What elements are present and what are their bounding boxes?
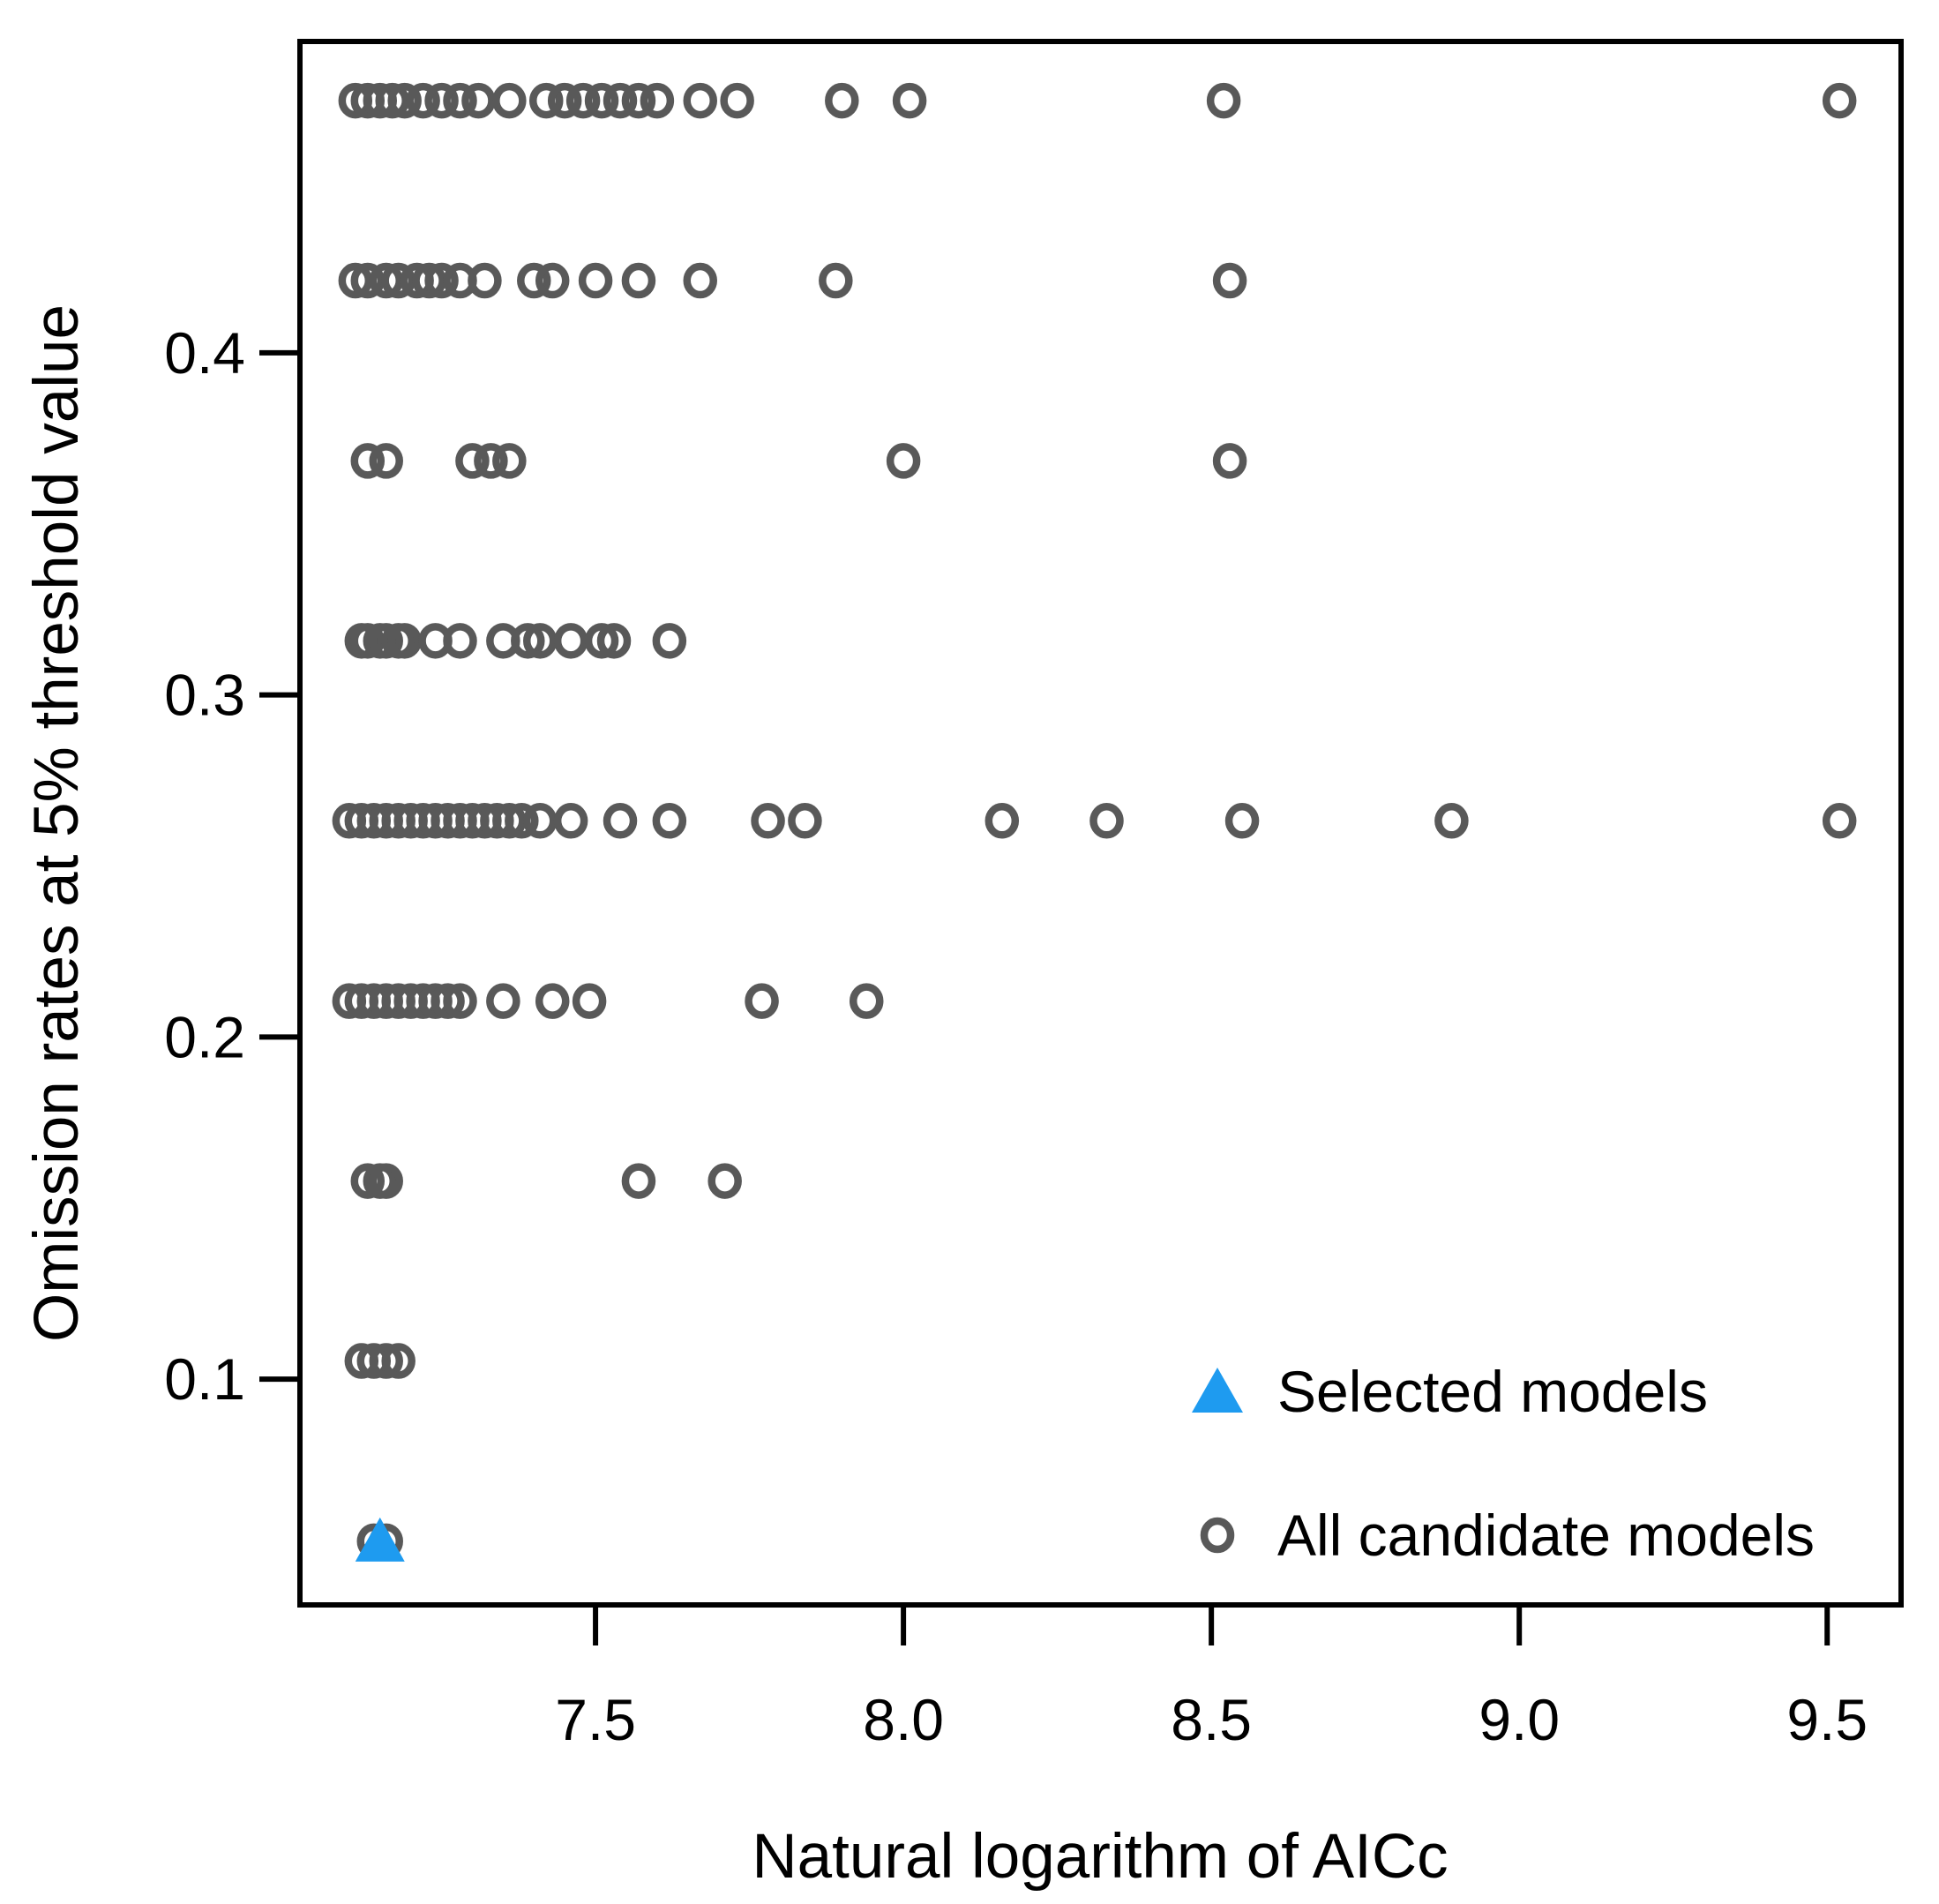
- selected-model-point: [355, 1517, 405, 1562]
- candidate-model-point: [572, 983, 607, 1019]
- x-tick-label: 8.5: [1171, 1687, 1252, 1752]
- x-axis-title: Natural logarithm of AICc: [752, 1822, 1448, 1892]
- candidate-model-point: [350, 623, 386, 659]
- candidate-model-point: [523, 803, 558, 839]
- candidate-model-point: [596, 623, 632, 659]
- candidate-model-point: [492, 443, 527, 479]
- candidate-model-point: [603, 803, 638, 839]
- candidate-model-point: [430, 983, 465, 1019]
- plot-border: [297, 39, 1904, 1608]
- candidate-model-point: [369, 623, 403, 659]
- legend-label-selected-models: Selected models: [1277, 1359, 1708, 1424]
- candidate-model-point: [468, 262, 502, 299]
- candidate-model-point: [683, 262, 717, 299]
- candidate-model-point: [1206, 82, 1241, 119]
- candidate-model-point: [369, 262, 403, 299]
- y-tick-label: 0.3: [164, 663, 245, 728]
- candidate-model-point: [369, 443, 403, 479]
- candidate-model-point: [819, 262, 853, 299]
- x-tick-label: 9.5: [1786, 1687, 1868, 1752]
- candidate-model-point: [406, 82, 440, 119]
- candidate-model-point: [578, 262, 613, 299]
- candidate-model-point: [535, 983, 570, 1019]
- candidate-model-point: [892, 82, 927, 119]
- x-tick-label: 7.5: [555, 1687, 636, 1752]
- candidate-model-point: [387, 82, 422, 119]
- candidate-model-point: [350, 443, 386, 479]
- candidate-model-point: [1089, 803, 1124, 839]
- y-tick-label: 0.2: [164, 1004, 245, 1069]
- candidate-model-point: [640, 82, 675, 119]
- candidate-model-point: [517, 262, 551, 299]
- candidate-model-point: [523, 623, 558, 659]
- legend-label-all-candidate-models: All candidate models: [1277, 1503, 1815, 1568]
- plot-layer: 7.5 8.0 8.5 9.0 9.5 0.1 0.2 0.3 0.4: [164, 39, 1904, 1752]
- y-tick-label: 0.4: [164, 320, 245, 386]
- candidate-model-point: [528, 82, 564, 119]
- candidate-model-point: [461, 82, 496, 119]
- candidate-model-point: [553, 803, 588, 839]
- candidate-model-point: [535, 262, 570, 299]
- candidate-model-point: [547, 82, 582, 119]
- candidate-model-point: [387, 623, 422, 659]
- legend: Selected models All candidate models: [1192, 1359, 1815, 1568]
- candidate-model-point: [1822, 82, 1857, 119]
- candidate-model-point: [621, 82, 656, 119]
- candidate-model-point: [1212, 262, 1247, 299]
- candidate-model-point: [375, 82, 409, 119]
- candidate-model-point: [350, 1163, 386, 1199]
- candidate-model-point: [745, 983, 779, 1019]
- legend-candidate-circle-icon: [1200, 1517, 1235, 1554]
- candidate-model-point: [849, 983, 884, 1019]
- candidate-model-point: [338, 262, 373, 299]
- candidate-model-point: [443, 983, 477, 1019]
- candidate-model-point: [443, 82, 477, 119]
- candidate-model-point: [751, 803, 785, 839]
- y-tick-label: 0.1: [164, 1346, 245, 1412]
- candidate-model-point: [825, 82, 859, 119]
- candidate-model-point: [984, 803, 1020, 839]
- candidate-model-point: [455, 443, 490, 479]
- x-tick-label: 9.0: [1479, 1687, 1560, 1752]
- candidate-model-point: [1434, 803, 1469, 839]
- candidate-model-point: [412, 262, 446, 299]
- candidate-model-point: [381, 1343, 416, 1379]
- candidate-model-point: [486, 983, 520, 1019]
- candidate-model-point: [652, 803, 687, 839]
- candidate-model-point: [381, 262, 416, 299]
- y-axis-title: Omission rates at 5% threshold value: [22, 304, 92, 1342]
- candidate-model-point: [652, 623, 687, 659]
- candidate-model-point: [369, 1163, 403, 1199]
- legend-selected-triangle-icon: [1192, 1368, 1243, 1413]
- candidate-model-point: [683, 82, 717, 119]
- candidate-model-point: [621, 262, 656, 299]
- candidate-model-point: [886, 443, 921, 479]
- candidate-model-point: [621, 1163, 656, 1199]
- candidate-model-point: [369, 1343, 403, 1379]
- candidate-model-point: [505, 803, 539, 839]
- candidate-model-point: [350, 262, 386, 299]
- candidate-model-point: [1822, 803, 1857, 839]
- candidate-model-point: [474, 443, 508, 479]
- candidate-model-point: [443, 623, 477, 659]
- candidate-model-point: [584, 623, 619, 659]
- candidate-model-point: [720, 82, 754, 119]
- x-tick-label: 8.0: [863, 1687, 944, 1752]
- candidate-model-point: [1224, 803, 1260, 839]
- candidate-model-point: [492, 82, 527, 119]
- candidate-model-point: [788, 803, 822, 839]
- candidate-model-point: [424, 262, 459, 299]
- candidate-model-point: [492, 803, 527, 839]
- candidate-model-point: [603, 82, 638, 119]
- candidate-model-point: [511, 623, 545, 659]
- candidate-model-point: [553, 623, 588, 659]
- candidate-model-point: [1212, 443, 1247, 479]
- candidate-model-point: [707, 1163, 742, 1199]
- candidate-model-point: [565, 82, 601, 119]
- candidate-model-point: [584, 82, 619, 119]
- candidate-model-point: [424, 82, 459, 119]
